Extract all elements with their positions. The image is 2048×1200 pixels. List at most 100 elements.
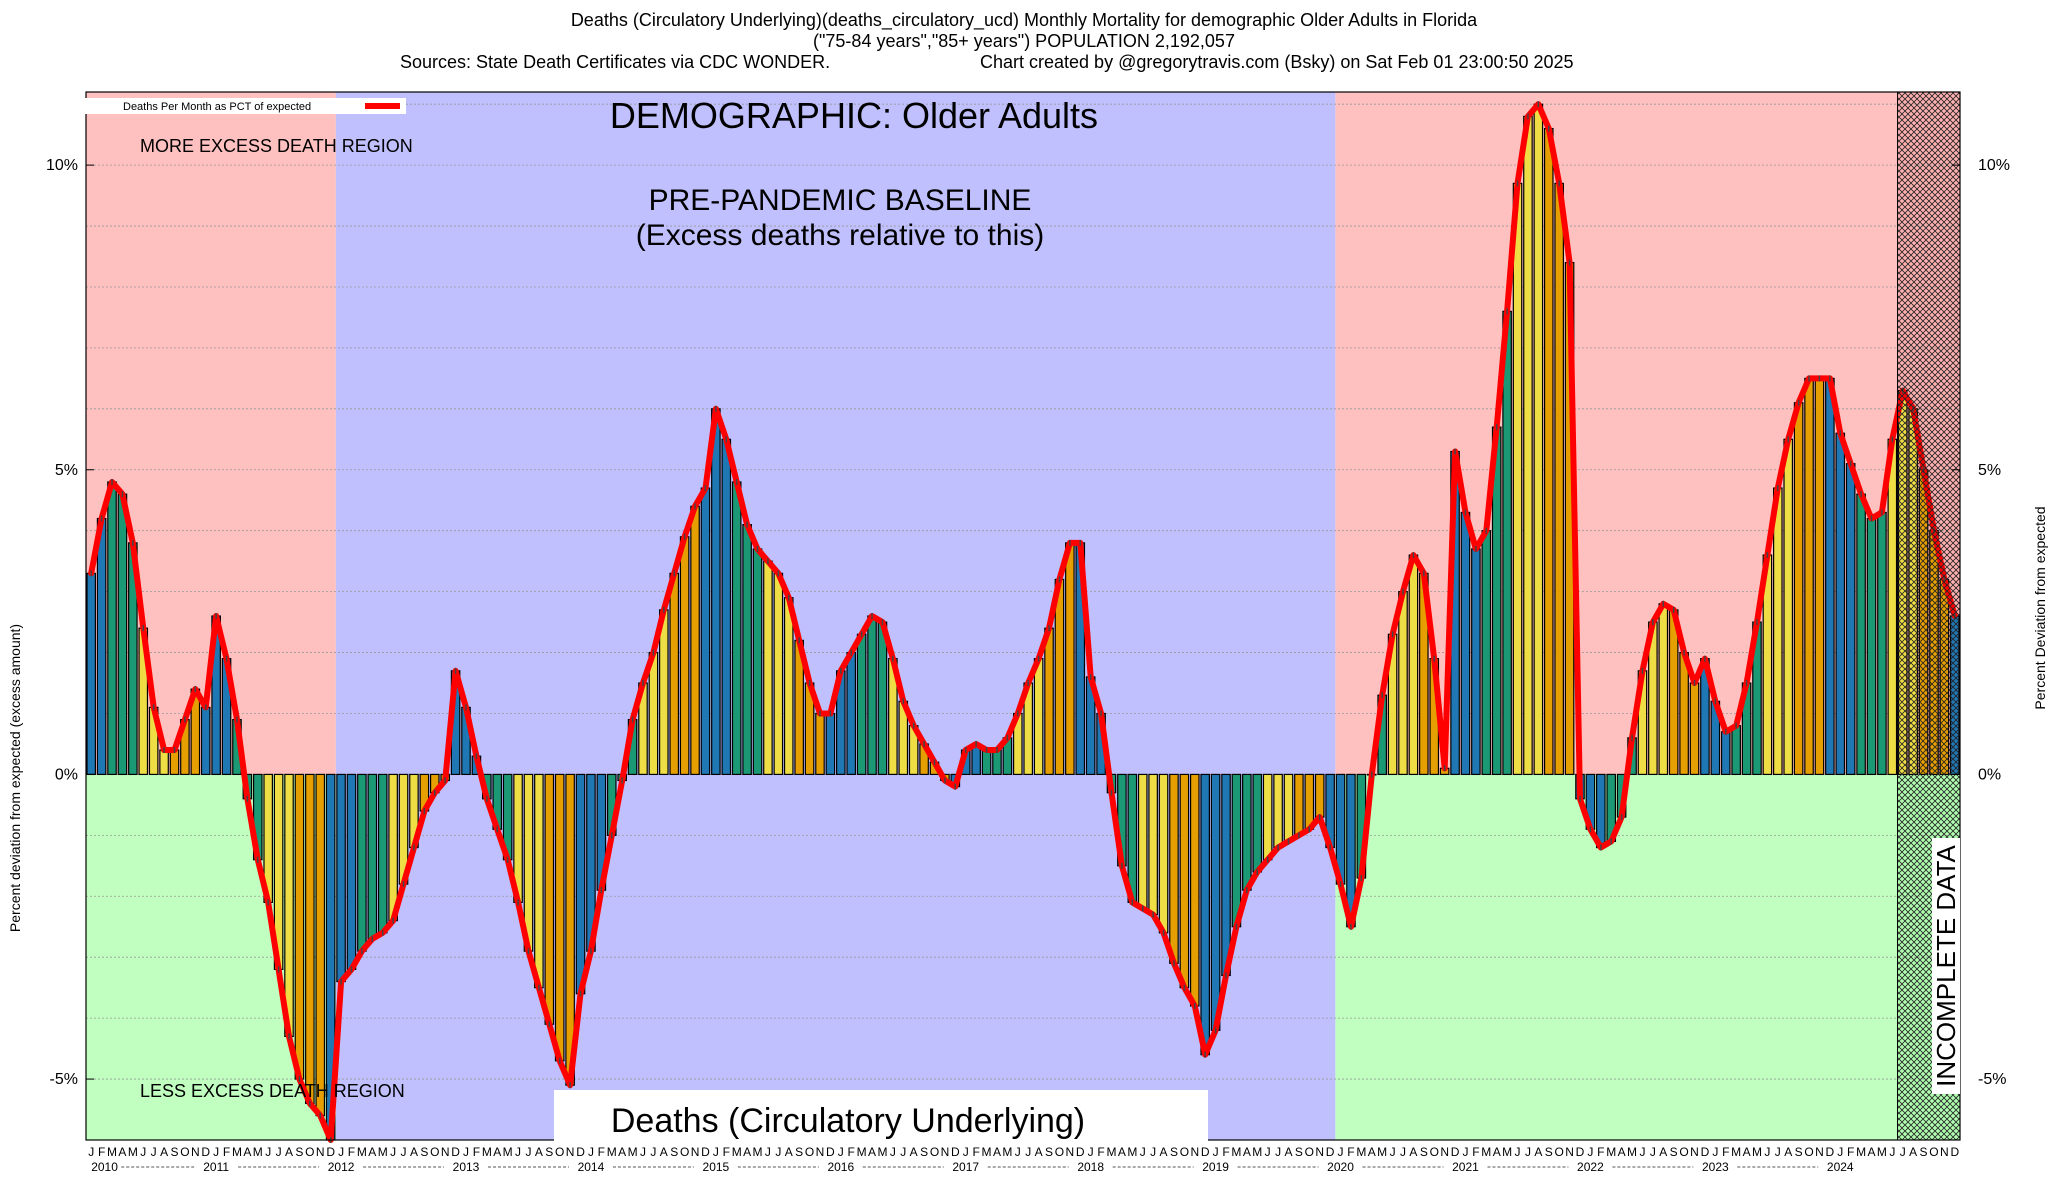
x-month-label: D <box>1326 1145 1335 1159</box>
x-month-label: O <box>305 1145 314 1159</box>
x-month-label: S <box>420 1145 428 1159</box>
x-month-label: S <box>1420 1145 1428 1159</box>
x-month-label: J <box>1400 1145 1406 1159</box>
x-month-label: F <box>1222 1145 1229 1159</box>
bar <box>315 773 326 1117</box>
series-line <box>88 101 1958 1143</box>
x-month-label: A <box>1618 1145 1626 1159</box>
x-month-label: A <box>785 1145 793 1159</box>
bar <box>346 773 357 970</box>
x-month-label: F <box>1472 1145 1479 1159</box>
bar <box>1398 591 1408 776</box>
x-month-label: A <box>1909 1145 1917 1159</box>
bar <box>1793 402 1804 776</box>
x-month-label: F <box>223 1145 230 1159</box>
x-month-label: J <box>640 1145 646 1159</box>
x-month-label: J <box>1275 1145 1281 1159</box>
bar <box>856 633 867 776</box>
x-month-label: N <box>316 1145 325 1159</box>
x-month-label: J <box>713 1145 719 1159</box>
bar <box>1856 493 1866 776</box>
bar <box>1262 773 1273 861</box>
x-month-label: A <box>1743 1145 1751 1159</box>
bar <box>1512 182 1523 776</box>
x-month-label: A <box>1409 1145 1417 1159</box>
bar <box>336 773 346 983</box>
x-month-label: J <box>1515 1145 1521 1159</box>
x-month-label: S <box>795 1145 803 1159</box>
x-month-label: S <box>1795 1145 1803 1159</box>
x-month-label: J <box>88 1145 94 1159</box>
x-month-label: M <box>1106 1145 1116 1159</box>
bar <box>1731 725 1741 776</box>
x-month-label: D <box>951 1145 960 1159</box>
bar <box>700 487 711 776</box>
y-tick-label-right: 5% <box>1978 462 2001 479</box>
x-month-label: N <box>1940 1145 1949 1159</box>
x-year-label: 2024 <box>1827 1160 1854 1174</box>
x-month-label: S <box>1045 1145 1053 1159</box>
x-month-label: A <box>618 1145 626 1159</box>
x-month-label: D <box>326 1145 335 1159</box>
x-month-label: J <box>401 1145 407 1159</box>
bar <box>1169 773 1179 964</box>
x-month-label: D <box>1451 1145 1460 1159</box>
x-month-label: M <box>732 1145 742 1159</box>
bar <box>1543 127 1554 776</box>
x-year-label: 2021 <box>1452 1160 1479 1174</box>
x-month-label: J <box>775 1145 781 1159</box>
bar <box>107 481 117 776</box>
x-month-label: F <box>1722 1145 1729 1159</box>
x-month-label: O <box>430 1145 439 1159</box>
baseline-sublabel: (Excess deaths relative to this) <box>636 219 1045 252</box>
x-month-label: J <box>1462 1145 1468 1159</box>
x-year-label: 2017 <box>952 1160 979 1174</box>
x-year-label: 2010 <box>91 1160 118 1174</box>
x-month-label: D <box>1576 1145 1585 1159</box>
bar <box>648 651 659 776</box>
bar <box>1877 511 1887 776</box>
x-month-label: M <box>1252 1145 1262 1159</box>
x-month-label: J <box>1889 1145 1895 1159</box>
x-year-label: 2011 <box>203 1160 229 1174</box>
x-month-label: J <box>900 1145 906 1159</box>
x-month-label: J <box>265 1145 271 1159</box>
x-month-label: O <box>1555 1145 1564 1159</box>
x-month-label: J <box>1150 1145 1156 1159</box>
bar <box>1044 627 1054 776</box>
bar <box>1304 773 1315 830</box>
y-tick-label-left: 0% <box>55 766 78 783</box>
x-month-label: J <box>1712 1145 1718 1159</box>
x-month-label: N <box>191 1145 200 1159</box>
x-month-label: O <box>805 1145 814 1159</box>
x-month-label: F <box>848 1145 855 1159</box>
x-month-label: F <box>98 1145 105 1159</box>
x-month-label: N <box>1690 1145 1699 1159</box>
x-month-label: S <box>295 1145 303 1159</box>
x-month-label: D <box>201 1145 210 1159</box>
x-month-label: J <box>1213 1145 1219 1159</box>
bar <box>86 572 97 776</box>
x-month-label: J <box>1338 1145 1344 1159</box>
chart-title: Deaths (Circulatory Underlying)(deaths_c… <box>570 10 1478 30</box>
x-month-label: A <box>410 1145 418 1159</box>
x-month-label: J <box>890 1145 896 1159</box>
bar <box>305 773 315 1105</box>
bar <box>1065 542 1075 776</box>
x-month-label: N <box>566 1145 575 1159</box>
x-month-label: S <box>1545 1145 1553 1159</box>
y-tick-label-left: 5% <box>55 462 78 479</box>
x-month-label: A <box>868 1145 876 1159</box>
x-year-label: 2019 <box>1202 1160 1229 1174</box>
bar <box>981 749 992 776</box>
baseline-label: PRE-PANDEMIC BASELINE <box>649 184 1032 217</box>
x-month-label: M <box>1127 1145 1137 1159</box>
bar <box>1200 773 1211 1056</box>
x-month-label: N <box>816 1145 825 1159</box>
bar <box>1283 773 1294 843</box>
x-month-label: D <box>1701 1145 1710 1159</box>
x-month-label: M <box>1377 1145 1387 1159</box>
x-month-label: M <box>128 1145 138 1159</box>
bar <box>1502 310 1512 776</box>
bar <box>1273 773 1283 849</box>
